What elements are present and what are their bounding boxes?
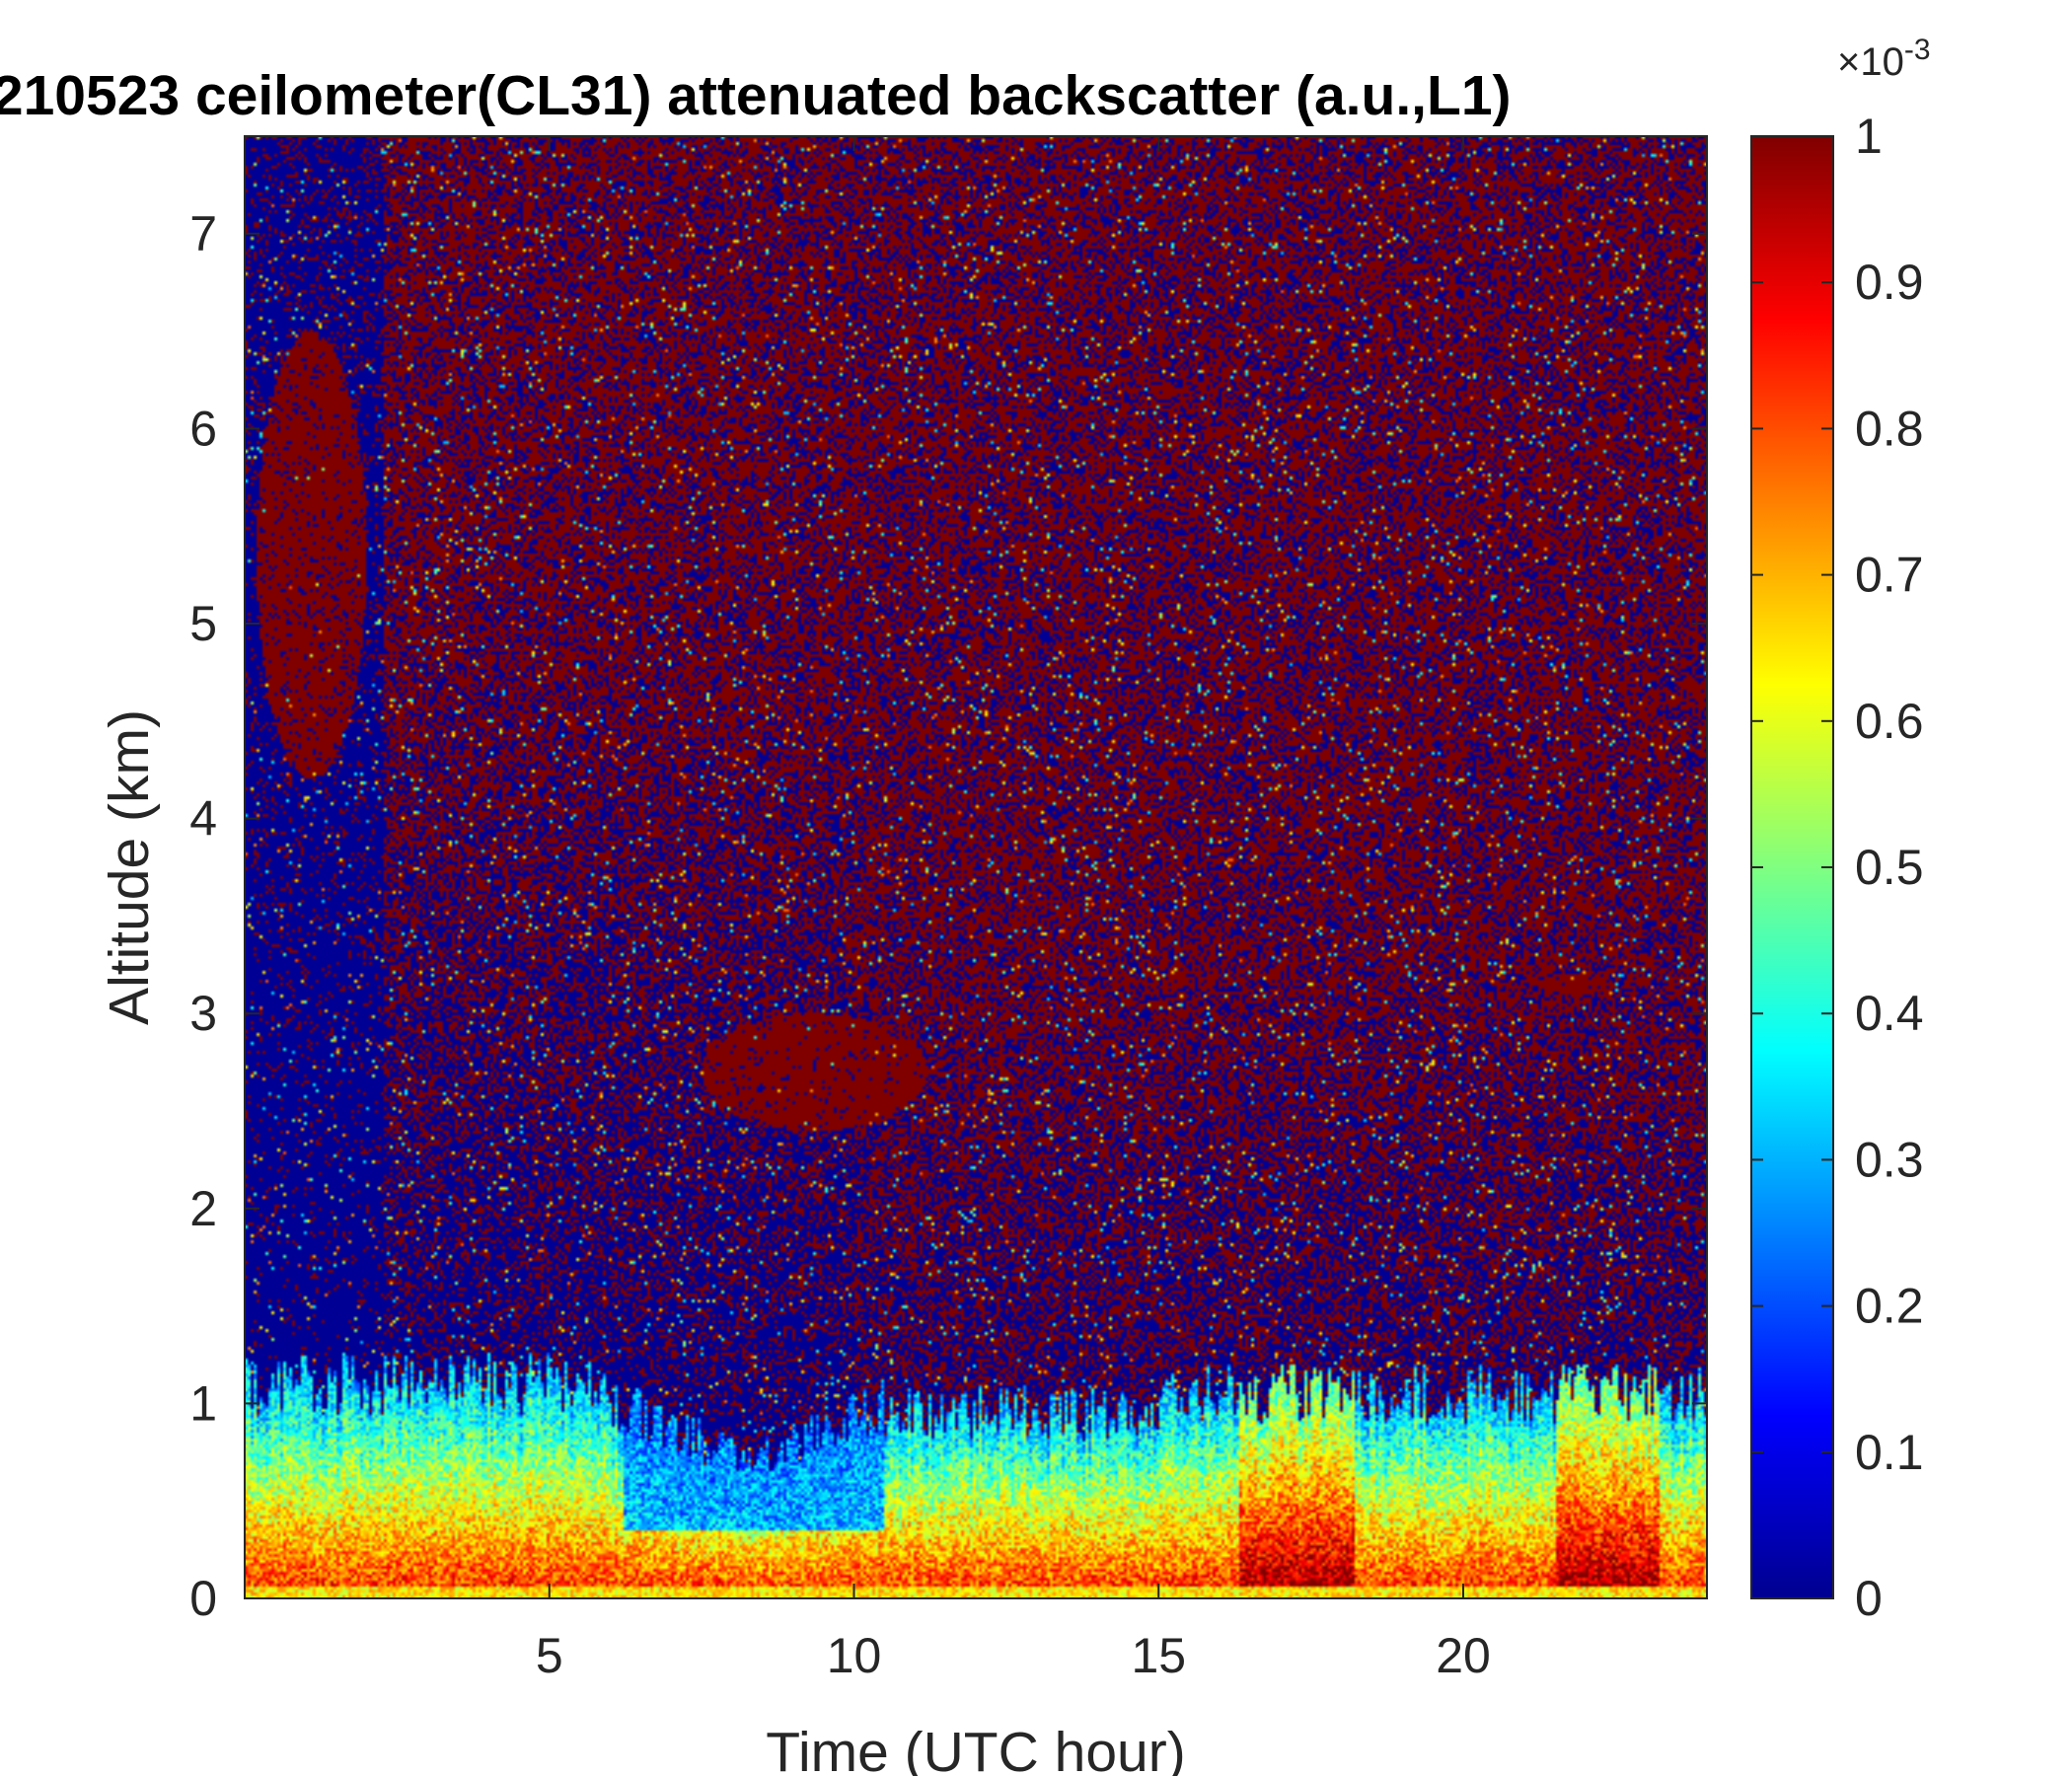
- y-tick-label: 6: [189, 401, 217, 456]
- colorbar-tick-label: 1: [1855, 109, 1883, 164]
- colorbar-ticks: 0 0.1 0.2 0.3 0.4 0.5 0.6 0.7 0.8 0.9 1: [1751, 109, 1924, 1626]
- y-tick-label: 7: [189, 206, 217, 261]
- plot-frame: [244, 135, 1708, 1599]
- colorbar-tick-label: 0.9: [1855, 255, 1924, 310]
- colorbar-tick-label: 0.7: [1855, 548, 1924, 603]
- colorbar-tick-label: 0.8: [1855, 401, 1924, 456]
- x-tick-label: 15: [1131, 1628, 1186, 1683]
- x-tick-label: 5: [536, 1628, 563, 1683]
- y-tick-label: 2: [189, 1181, 217, 1236]
- heatmap-image: [245, 136, 1707, 1598]
- colorbar-tick-label: 0.3: [1855, 1132, 1924, 1187]
- y-axis-label: Altitude (km): [98, 709, 161, 1025]
- colorbar-exponent-base: ×10: [1837, 40, 1904, 84]
- x-axis: 5 10 15 20: [536, 136, 1491, 1683]
- colorbar-tick-label: 0.6: [1855, 694, 1924, 749]
- chart-title: 20210523 ceilometer(CL31) attenuated bac…: [0, 64, 1512, 127]
- x-tick-label: 20: [1436, 1628, 1491, 1683]
- y-tick-label: 0: [189, 1571, 217, 1626]
- y-tick-label: 5: [189, 596, 217, 651]
- y-tick-label: 1: [189, 1375, 217, 1431]
- colorbar-exponent: ×10-3: [1837, 34, 1931, 84]
- colorbar-tick-label: 0: [1855, 1571, 1883, 1626]
- y-tick-label: 3: [189, 986, 217, 1041]
- colorbar-gradient: [1751, 136, 1833, 1598]
- colorbar: 0 0.1 0.2 0.3 0.4 0.5 0.6 0.7 0.8 0.9 1 ×10-3: [1750, 34, 1931, 1626]
- y-axis: 0 1 2 3 4 5 6 7: [189, 206, 1707, 1626]
- x-axis-label: Time (UTC hour): [766, 1721, 1185, 1776]
- plot-area: [244, 135, 1708, 1599]
- colorbar-tick-label: 0.1: [1855, 1425, 1924, 1480]
- y-tick-label: 4: [189, 791, 217, 847]
- colorbar-tick-label: 0.5: [1855, 840, 1924, 895]
- x-tick-label: 10: [827, 1628, 882, 1683]
- colorbar-tick-label: 0.2: [1855, 1279, 1924, 1334]
- colorbar-tick-label: 0.4: [1855, 986, 1924, 1041]
- colorbar-exponent-power: -3: [1904, 34, 1931, 66]
